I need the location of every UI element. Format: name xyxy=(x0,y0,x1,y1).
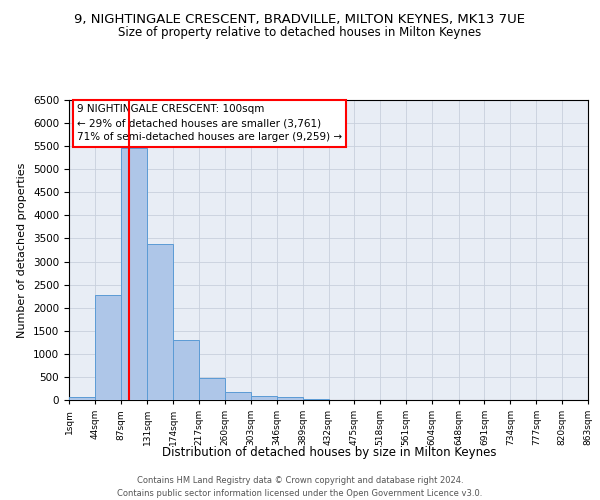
Text: Distribution of detached houses by size in Milton Keynes: Distribution of detached houses by size … xyxy=(161,446,496,459)
Bar xyxy=(147,244,173,400)
Text: 9, NIGHTINGALE CRESCENT, BRADVILLE, MILTON KEYNES, MK13 7UE: 9, NIGHTINGALE CRESCENT, BRADVILLE, MILT… xyxy=(74,12,526,26)
Text: 9 NIGHTINGALE CRESCENT: 100sqm
← 29% of detached houses are smaller (3,761)
71% : 9 NIGHTINGALE CRESCENT: 100sqm ← 29% of … xyxy=(77,104,342,142)
Bar xyxy=(199,378,225,400)
Bar xyxy=(251,396,277,400)
Y-axis label: Number of detached properties: Number of detached properties xyxy=(17,162,28,338)
Bar xyxy=(69,397,95,400)
Bar xyxy=(121,148,147,400)
Bar xyxy=(302,398,329,400)
Bar xyxy=(173,340,199,400)
Bar xyxy=(277,397,302,400)
Bar xyxy=(95,295,121,400)
Bar xyxy=(225,392,251,400)
Text: Size of property relative to detached houses in Milton Keynes: Size of property relative to detached ho… xyxy=(118,26,482,39)
Text: Contains HM Land Registry data © Crown copyright and database right 2024.
Contai: Contains HM Land Registry data © Crown c… xyxy=(118,476,482,498)
